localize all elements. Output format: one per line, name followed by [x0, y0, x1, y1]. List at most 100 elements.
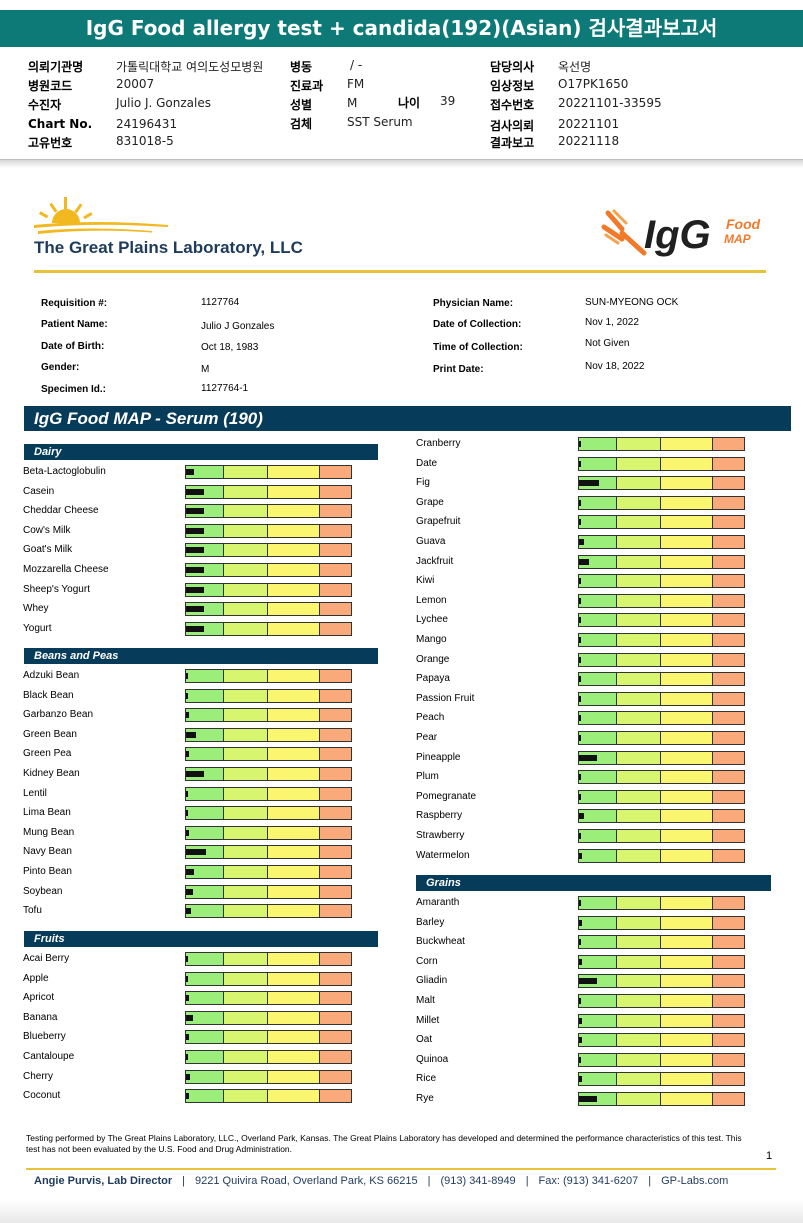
reactivity-bar — [185, 621, 352, 636]
reactivity-level-marker — [579, 499, 581, 506]
bar-zone — [224, 544, 268, 557]
food-name: Millet — [416, 1014, 440, 1026]
bar-zone — [320, 992, 351, 1005]
header-value: 20007 — [116, 77, 155, 91]
bar-zone — [713, 536, 744, 548]
reactivity-level-marker — [186, 606, 204, 613]
bar-zone — [617, 712, 661, 725]
reactivity-level-marker — [579, 1056, 581, 1063]
reactivity-bar — [185, 1069, 352, 1084]
bar-zone — [713, 673, 744, 686]
food-name: Cantaloupe — [23, 1051, 75, 1062]
reactivity-bar — [578, 515, 745, 530]
bar-zone — [661, 477, 713, 490]
food-name: Tofu — [23, 905, 42, 917]
reactivity-level-marker — [579, 774, 581, 781]
bar-zone — [617, 810, 661, 823]
reactivity-level-marker — [186, 586, 204, 593]
food-name: Garbanzo Bean — [23, 709, 94, 721]
reactivity-bar — [185, 786, 352, 801]
bar-zone — [320, 1011, 351, 1024]
reactivity-bar — [578, 593, 745, 608]
reactivity-bar — [578, 437, 745, 451]
bar-zone — [579, 830, 617, 842]
food-name: Buckwheat — [416, 936, 465, 948]
reactivity-level-marker — [186, 888, 193, 895]
bar-zone — [579, 496, 617, 509]
bar-zone — [579, 575, 617, 588]
reactivity-level-marker — [186, 849, 206, 856]
reactivity-level-marker — [186, 869, 194, 875]
food-name: Goat's Milk — [23, 544, 73, 556]
bar-zone — [579, 936, 617, 949]
lab-website[interactable]: GP-Labs.com — [661, 1175, 729, 1187]
bar-zone — [617, 849, 661, 862]
bar-zone — [661, 751, 713, 764]
logo-map-text: MAP — [724, 232, 751, 246]
header-value: 가톨릭대학교 여의도성모병원 — [116, 60, 264, 74]
reactivity-bar — [578, 456, 745, 471]
header-divider — [0, 159, 803, 160]
bar-zone — [713, 751, 744, 764]
reactivity-level-marker — [186, 547, 204, 554]
bar-zone — [617, 457, 661, 470]
bar-zone — [224, 992, 268, 1005]
bar-zone — [713, 594, 744, 607]
bar-zone — [224, 1090, 268, 1103]
reactivity-bar — [578, 652, 745, 667]
logo-igg-text: IgG — [644, 213, 711, 257]
food-name: Apricot — [23, 992, 55, 1004]
info-value: M — [201, 364, 210, 375]
bar-zone — [224, 953, 268, 965]
bar-zone — [268, 728, 320, 741]
bar-zone — [268, 1051, 320, 1063]
info-value: 1127764 — [201, 297, 240, 308]
header-label: 수진자 — [28, 98, 62, 112]
lab-director: Angie Purvis, Lab Director — [34, 1175, 173, 1187]
bar-zone — [579, 634, 617, 646]
reactivity-level-marker — [186, 1073, 190, 1080]
bar-zone — [579, 653, 617, 666]
reactivity-level-marker — [579, 460, 581, 467]
bar-zone — [224, 1031, 268, 1044]
antibody-icon — [601, 209, 647, 256]
reactivity-level-marker — [186, 673, 188, 679]
age-label: 나이 — [398, 96, 421, 110]
reactivity-bar — [578, 770, 745, 785]
header-label: 진료과 — [290, 79, 324, 93]
bar-zone — [186, 953, 224, 965]
food-name: Lima Bean — [23, 807, 71, 819]
header-label: Chart No. — [28, 117, 93, 131]
reactivity-level-marker — [579, 695, 581, 702]
food-name: Cow's Milk — [23, 524, 71, 536]
bar-zone — [713, 1014, 744, 1027]
header-value: FM — [347, 77, 365, 91]
bar-zone — [661, 810, 713, 823]
bar-zone — [579, 897, 617, 909]
header-label: 성별 — [290, 98, 313, 112]
bar-zone — [186, 748, 224, 761]
bar-zone — [579, 790, 617, 803]
info-value: Not Given — [585, 338, 630, 349]
category-grains: Grains — [416, 875, 771, 891]
bar-zone — [579, 732, 617, 744]
bar-zone — [661, 771, 713, 784]
bar-zone — [617, 1034, 661, 1047]
header-label: 고유번호 — [28, 136, 73, 150]
bar-zone — [224, 670, 268, 682]
bar-zone — [713, 897, 744, 909]
reactivity-level-marker — [186, 1054, 188, 1060]
bar-zone — [617, 897, 661, 909]
food-name: Black Bean — [23, 689, 74, 701]
reactivity-level-marker — [579, 1037, 582, 1044]
reactivity-bar — [578, 1072, 745, 1087]
bar-zone — [661, 438, 713, 450]
food-name: Kiwi — [416, 575, 435, 587]
reactivity-level-marker — [579, 939, 581, 946]
reactivity-level-marker — [186, 1093, 189, 1100]
bar-zone — [713, 810, 744, 823]
bar-zone — [224, 583, 268, 596]
lab-fax: Fax: (913) 341-6207 — [538, 1175, 639, 1187]
bar-zone — [617, 575, 661, 588]
bar-zone — [661, 916, 713, 929]
